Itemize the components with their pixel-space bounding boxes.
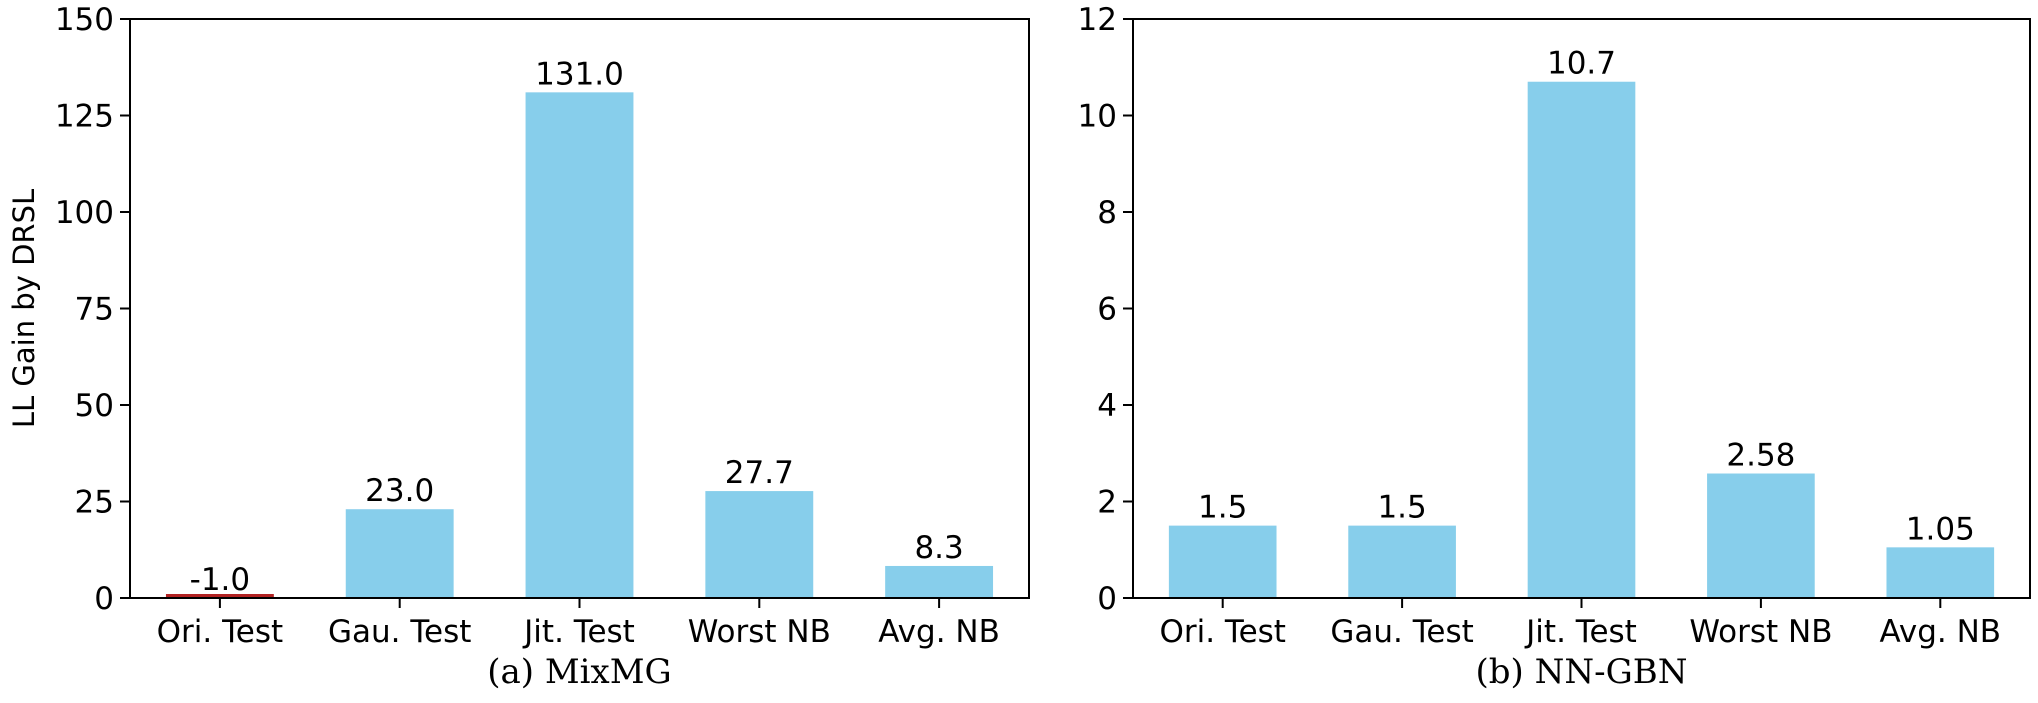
bar-5 xyxy=(1886,547,1995,598)
data-label-2: 23.0 xyxy=(365,473,434,509)
bar-4 xyxy=(705,491,814,598)
data-label-5: 8.3 xyxy=(914,530,963,566)
y-tick-label-5: 8 xyxy=(1097,195,1117,231)
bar-1 xyxy=(165,594,274,598)
bar-3 xyxy=(1527,81,1636,599)
bar-2 xyxy=(345,509,454,598)
x-tick-label-2: Gau. Test xyxy=(328,614,471,650)
bar-5 xyxy=(885,565,994,598)
x-tick-label-3: Jit. Test xyxy=(1524,614,1637,650)
plot-frame xyxy=(1132,18,2031,599)
chart-panel-1: -1.0 Ori. Test 23.0 Gau. Test 131.0 Jit. Test… xyxy=(7,2,1030,692)
y-axis-label: LL Gain by DRSL xyxy=(7,189,41,428)
y-tick-label-2: 2 xyxy=(1097,485,1117,521)
plot-frame xyxy=(129,18,1030,599)
bar-4 xyxy=(1707,473,1815,598)
x-tick-label-5: Avg. NB xyxy=(1880,614,2002,650)
chart-panel-2: 1.5 Ori. Test 1.5 Gau. Test 10.7 Jit. Test 2.5… xyxy=(1078,2,2031,692)
panel-caption: (b) NN-GBN xyxy=(1476,652,1688,692)
y-tick-label-1: 0 xyxy=(1097,581,1117,617)
data-label-2: 1.5 xyxy=(1377,490,1426,526)
y-tick-label-3: 50 xyxy=(75,388,114,424)
data-label-1: -1.0 xyxy=(190,562,251,598)
y-tick-label-6: 10 xyxy=(1078,99,1117,135)
y-tick-label-2: 25 xyxy=(75,485,114,521)
data-label-4: 27.7 xyxy=(725,455,794,491)
y-tick-label-4: 75 xyxy=(75,292,114,328)
bar-2 xyxy=(1348,525,1456,598)
bar-1 xyxy=(1168,525,1277,598)
y-tick-label-7: 12 xyxy=(1078,2,1117,38)
y-tick-label-4: 6 xyxy=(1097,292,1117,328)
data-label-3: 131.0 xyxy=(535,56,624,92)
x-tick-label-2: Gau. Test xyxy=(1330,614,1473,650)
y-tick-label-5: 100 xyxy=(55,195,114,231)
data-label-1: 1.5 xyxy=(1198,490,1247,526)
data-label-4: 2.58 xyxy=(1726,438,1795,474)
panel-caption: (a) MixMG xyxy=(487,652,671,692)
x-tick-label-5: Avg. NB xyxy=(878,614,1000,650)
x-tick-label-3: Jit. Test xyxy=(522,614,635,650)
x-tick-label-4: Worst NB xyxy=(1689,614,1832,650)
data-label-5: 1.05 xyxy=(1906,511,1975,547)
y-tick-label-6: 125 xyxy=(55,99,114,135)
y-tick-label-3: 4 xyxy=(1097,388,1117,424)
x-tick-label-1: Ori. Test xyxy=(157,614,284,650)
x-tick-label-4: Worst NB xyxy=(688,614,831,650)
x-tick-label-1: Ori. Test xyxy=(1159,614,1286,650)
y-tick-label-7: 150 xyxy=(55,2,114,38)
y-tick-label-1: 0 xyxy=(94,581,114,617)
data-label-3: 10.7 xyxy=(1547,46,1616,82)
bar-3 xyxy=(525,92,634,598)
